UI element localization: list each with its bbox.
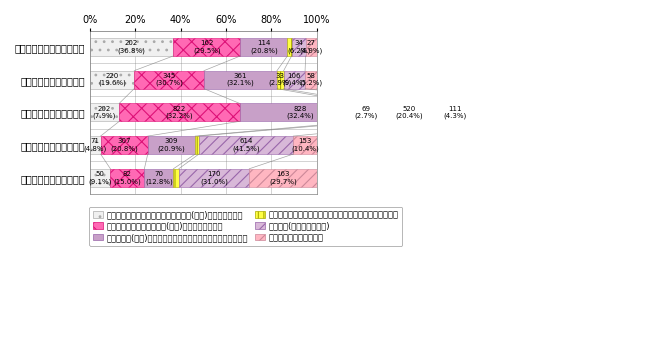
Text: 822
(32.2%): 822 (32.2%) bbox=[166, 106, 193, 119]
Bar bbox=[370, 103, 447, 121]
Text: 520
(20.4%): 520 (20.4%) bbox=[395, 106, 422, 119]
Bar bbox=[287, 38, 292, 56]
Bar bbox=[361, 103, 370, 121]
Text: 70
(12.8%): 70 (12.8%) bbox=[145, 171, 173, 184]
Bar bbox=[90, 38, 174, 56]
Bar bbox=[283, 71, 305, 89]
Text: 202
(36.8%): 202 (36.8%) bbox=[118, 40, 146, 54]
Bar bbox=[240, 103, 361, 121]
Text: 828
(32.4%): 828 (32.4%) bbox=[286, 106, 314, 119]
Bar bbox=[306, 38, 317, 56]
Bar bbox=[90, 169, 110, 187]
Text: 345
(30.7%): 345 (30.7%) bbox=[155, 73, 183, 86]
Text: 361
(32.1%): 361 (32.1%) bbox=[227, 73, 254, 86]
Bar bbox=[249, 169, 317, 187]
Text: 614
(41.5%): 614 (41.5%) bbox=[232, 138, 260, 152]
Text: 58
(5.2%): 58 (5.2%) bbox=[300, 73, 322, 86]
Bar bbox=[292, 38, 306, 56]
Legend: 多少のリスクが伴っても、高リターン(収益)を見込めること, 長期的に安定したリターン(収益)が見込まれること, 低リターン(収益)であっても、元本割れ等のリスク: 多少のリスクが伴っても、高リターン(収益)を見込めること, 長期的に安定したリタ… bbox=[89, 207, 402, 246]
Bar bbox=[199, 136, 293, 154]
Text: 309
(20.9%): 309 (20.9%) bbox=[158, 138, 185, 152]
Text: 82
(15.0%): 82 (15.0%) bbox=[114, 171, 141, 184]
Text: 114
(20.8%): 114 (20.8%) bbox=[250, 40, 278, 54]
Bar bbox=[90, 136, 101, 154]
Text: 33
(2.9%): 33 (2.9%) bbox=[268, 73, 292, 86]
Text: 69
(2.7%): 69 (2.7%) bbox=[354, 106, 378, 119]
Bar bbox=[174, 38, 240, 56]
Bar bbox=[101, 136, 148, 154]
Bar bbox=[144, 169, 174, 187]
Text: 170
(31.0%): 170 (31.0%) bbox=[200, 171, 228, 184]
Bar bbox=[179, 169, 249, 187]
Text: 71
(4.8%): 71 (4.8%) bbox=[83, 138, 107, 152]
Bar bbox=[119, 103, 240, 121]
Text: 163
(29.7%): 163 (29.7%) bbox=[269, 171, 297, 184]
Bar bbox=[90, 103, 119, 121]
Bar bbox=[204, 71, 277, 89]
Text: 220
(19.6%): 220 (19.6%) bbox=[98, 73, 126, 86]
Bar bbox=[134, 71, 204, 89]
Text: 162
(29.5%): 162 (29.5%) bbox=[193, 40, 220, 54]
Bar bbox=[90, 71, 134, 89]
Text: 106
(9.4%): 106 (9.4%) bbox=[283, 73, 306, 86]
Bar bbox=[111, 169, 144, 187]
Text: 202
(7.9%): 202 (7.9%) bbox=[93, 106, 116, 119]
Bar bbox=[293, 136, 317, 154]
Bar bbox=[447, 103, 463, 121]
Text: 111
(4.3%): 111 (4.3%) bbox=[443, 106, 467, 119]
Bar bbox=[305, 71, 317, 89]
Bar bbox=[277, 71, 283, 89]
Bar bbox=[148, 136, 195, 154]
Text: 27
(4.9%): 27 (4.9%) bbox=[300, 40, 323, 54]
Bar bbox=[174, 169, 179, 187]
Text: 307
(20.8%): 307 (20.8%) bbox=[111, 138, 138, 152]
Text: 153
(10.4%): 153 (10.4%) bbox=[291, 138, 319, 152]
Bar bbox=[195, 136, 199, 154]
Text: 50
(9.1%): 50 (9.1%) bbox=[88, 171, 112, 184]
Text: 34
(6.2%): 34 (6.2%) bbox=[287, 40, 310, 54]
Bar bbox=[240, 38, 287, 56]
